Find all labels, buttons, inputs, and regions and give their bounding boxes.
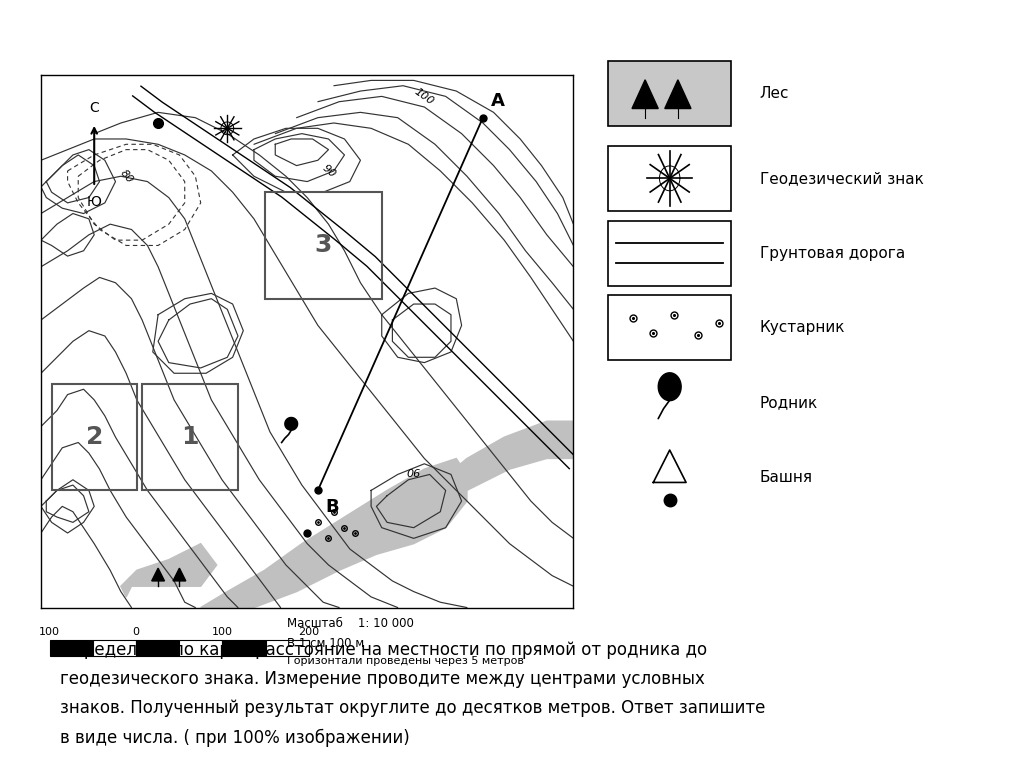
Polygon shape <box>121 544 217 597</box>
Text: 0: 0 <box>132 627 139 637</box>
Text: Лес: Лес <box>760 86 790 101</box>
Polygon shape <box>152 568 165 581</box>
Polygon shape <box>201 459 467 607</box>
Bar <box>136 640 179 656</box>
Text: Горизонтали проведены через 5 метров: Горизонтали проведены через 5 метров <box>287 656 523 666</box>
Text: Ю: Ю <box>87 195 101 209</box>
Polygon shape <box>414 421 573 512</box>
Text: Башня: Башня <box>760 470 813 485</box>
Bar <box>142 384 238 490</box>
Polygon shape <box>285 417 298 430</box>
Bar <box>265 640 309 656</box>
Text: 100: 100 <box>39 627 60 637</box>
Bar <box>264 193 382 298</box>
Text: Кустарник: Кустарник <box>760 321 845 335</box>
Text: 06: 06 <box>407 469 421 479</box>
Bar <box>179 640 222 656</box>
Bar <box>222 640 265 656</box>
Polygon shape <box>632 80 658 108</box>
Text: Определите по карте расстояние на местности по прямой от родника до
геодезическо: Определите по карте расстояние на местно… <box>60 640 766 746</box>
Text: 100: 100 <box>212 627 232 637</box>
Polygon shape <box>665 80 691 108</box>
Bar <box>608 295 731 360</box>
Text: 1: 1 <box>181 425 199 449</box>
Bar <box>608 221 731 285</box>
Text: Масштаб    1: 10 000: Масштаб 1: 10 000 <box>287 617 414 630</box>
Text: A: A <box>490 92 505 110</box>
Bar <box>93 640 136 656</box>
Bar <box>608 61 731 126</box>
Text: Родник: Родник <box>760 395 818 410</box>
Text: 2: 2 <box>86 425 102 449</box>
Bar <box>49 640 93 656</box>
Text: 200: 200 <box>298 627 319 637</box>
Text: 3: 3 <box>314 233 332 258</box>
Text: С: С <box>89 101 99 115</box>
Text: B: B <box>326 499 340 516</box>
Text: 80: 80 <box>118 167 134 185</box>
Text: Геодезический знак: Геодезический знак <box>760 171 924 186</box>
Text: 90: 90 <box>319 163 337 179</box>
Bar <box>608 146 731 211</box>
Text: Грунтовая дорога: Грунтовая дорога <box>760 245 905 261</box>
Polygon shape <box>173 568 185 581</box>
Bar <box>51 384 137 490</box>
Text: В 1 см 100 м: В 1 см 100 м <box>287 637 364 650</box>
Polygon shape <box>658 373 681 400</box>
Text: 100: 100 <box>413 86 436 107</box>
